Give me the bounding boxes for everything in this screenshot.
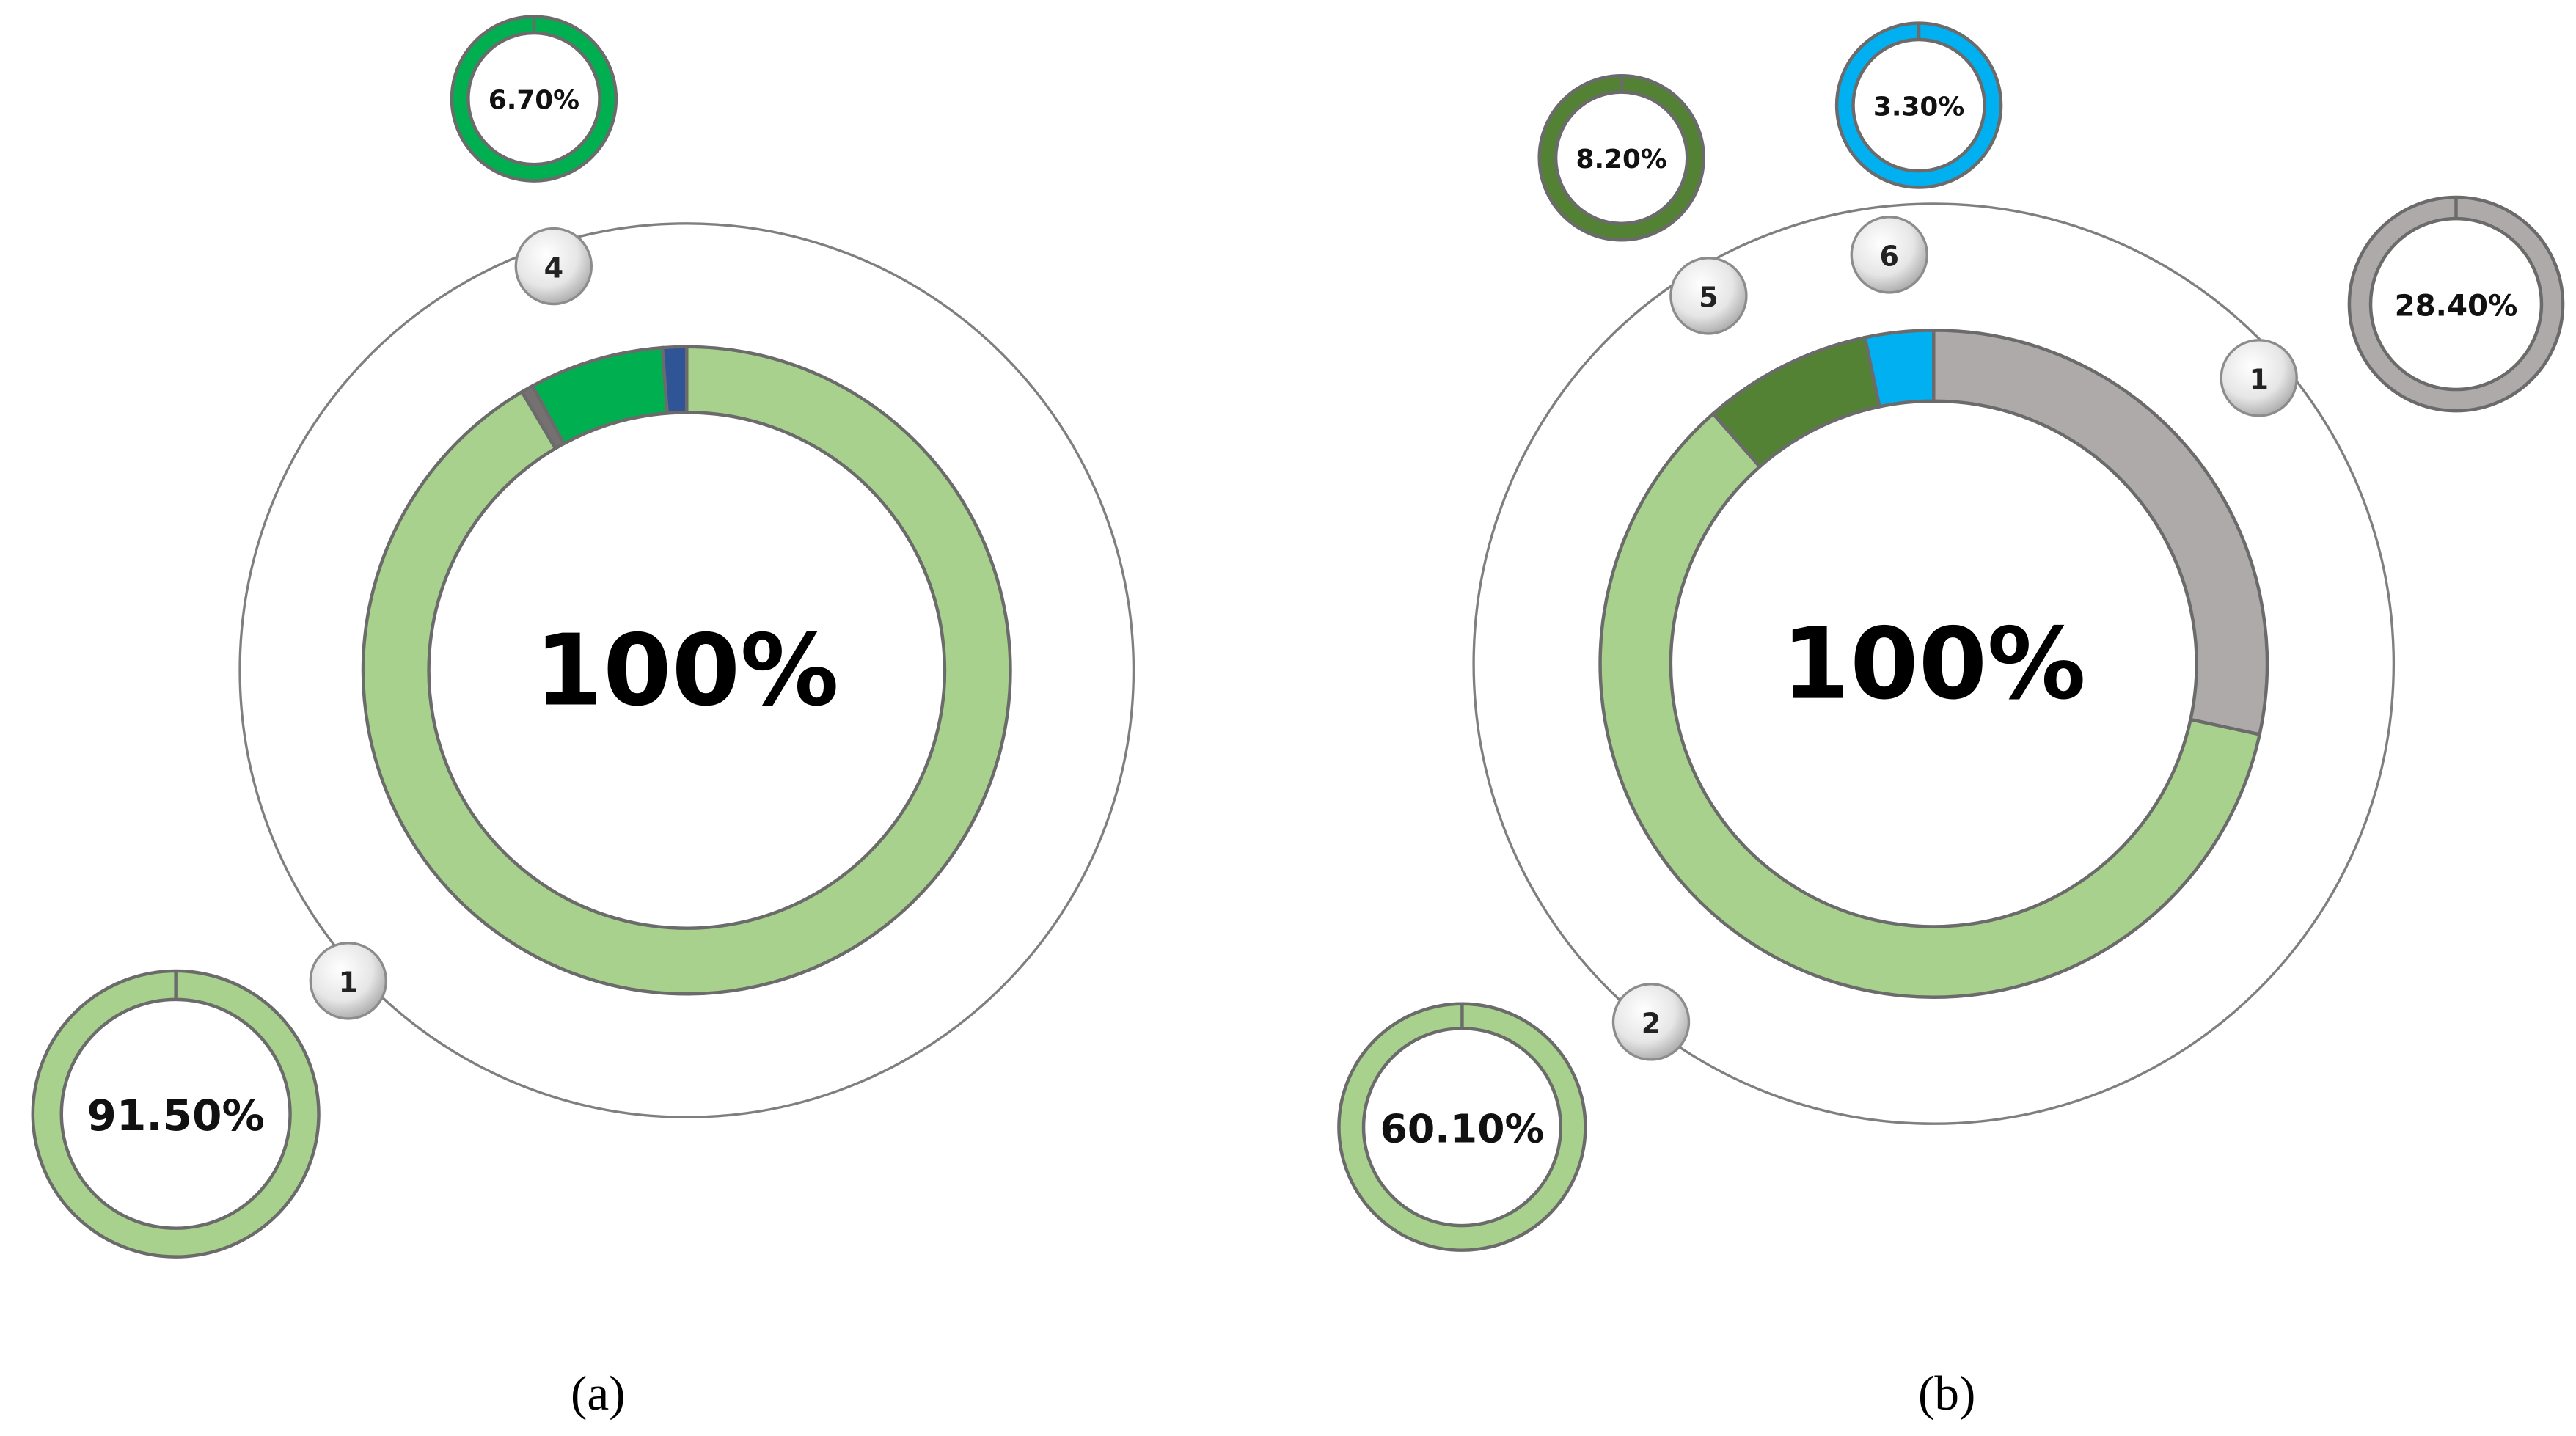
badge-label: 1 — [2249, 364, 2268, 396]
badge-label: 5 — [1699, 282, 1718, 314]
donut-segment — [1598, 411, 2262, 999]
donut-segment — [1932, 329, 2269, 737]
callout-label: 8.20% — [1576, 144, 1667, 175]
badge-label: 1 — [339, 967, 358, 999]
center-label: 100% — [535, 613, 839, 728]
donut-segment — [361, 345, 1012, 996]
badge-label: 6 — [1880, 241, 1899, 273]
callout-border — [2347, 195, 2565, 413]
donut-chart: 100% 91.50% 1 6.70% 4 (a) — [31, 15, 1135, 1421]
donut-chart: 100% 28.40% 1 60.10% 2 8.20% 5 3.30% 6 (b) — [1337, 21, 2565, 1421]
caption: (b) — [1918, 1366, 1975, 1421]
donut-segment — [660, 345, 689, 415]
callout-label: 3.30% — [1873, 92, 1964, 122]
callout-label: 91.50% — [87, 1091, 264, 1140]
callout-label: 6.70% — [489, 85, 579, 115]
badge — [514, 227, 593, 306]
outer-ring — [1472, 202, 2396, 1125]
callout-label: 60.10% — [1380, 1105, 1544, 1151]
donut-segment — [1862, 329, 1936, 409]
caption: (a) — [571, 1366, 626, 1421]
badge — [1850, 216, 1928, 294]
badge — [2220, 339, 2298, 417]
badge — [1669, 257, 1748, 335]
badge — [1611, 983, 1691, 1061]
badge — [309, 942, 388, 1020]
badge-label: 4 — [544, 252, 563, 284]
badge-label: 2 — [1642, 1008, 1661, 1040]
center-label: 100% — [1782, 607, 2086, 722]
callout-label: 28.40% — [2395, 288, 2518, 323]
outer-ring — [238, 222, 1135, 1118]
